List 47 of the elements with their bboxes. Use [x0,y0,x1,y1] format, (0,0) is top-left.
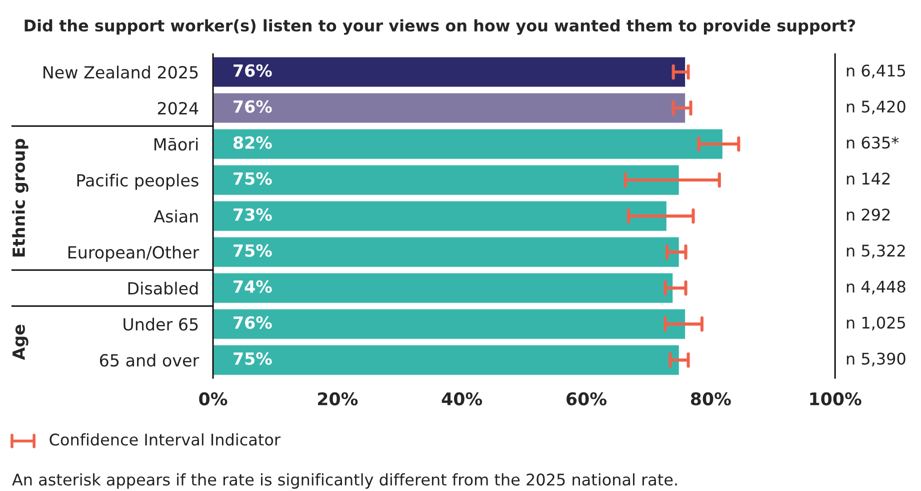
data-label: 73% [234,208,272,221]
bar [213,272,674,304]
x-tick-label: 100% [810,392,862,406]
bar [213,128,724,160]
text: n 5,390 [846,352,906,366]
data-label: 82% [233,136,272,149]
text: Confidence Interval Indicator [50,433,281,446]
data-label: 76% [234,100,272,113]
text: Ethnic group [12,138,28,256]
text: n 6,415 [846,64,906,78]
text: n 5,420 [846,100,906,114]
bar [213,308,686,340]
text: n 5,322 [846,244,905,258]
chart-title: Did the support worker(s) listen to your views on how you wanted them to provide support? [24,19,856,35]
bar [213,164,680,196]
data-label: 76% [234,64,272,77]
x-tick-label: 40% [442,392,482,406]
text: n 635* [846,136,899,149]
data-label: 75% [234,352,272,365]
bar [213,56,686,88]
x-tick-label: 0% [199,392,228,406]
y-tick-label: Pacific peoples [77,174,198,190]
text: n 1,025 [846,316,906,330]
text: An asterisk appears if the rate is significantly different from the 2025 national rate. [12,473,677,489]
text: n 142 [846,172,890,184]
y-tick-label: European/Other [68,246,200,262]
y-tick-label: Disabled [128,282,198,295]
bar [213,236,680,268]
text: n 292 [846,208,890,221]
x-tick-label: 60% [566,392,606,406]
data-label: 75% [234,244,272,257]
y-tick-label: Under 65 [124,318,198,331]
bar [213,92,686,124]
y-tick-label: Māori [154,138,198,151]
y-tick-label: New Zealand 2025 [44,66,198,79]
data-label: 75% [234,172,272,185]
y-tick-label: 2024 [158,102,198,115]
data-label: 76% [234,316,272,329]
x-tick-label: 20% [318,392,358,406]
bar [213,200,668,232]
y-tick-label: 65 and over [100,354,200,367]
bar [213,344,680,376]
data-label: 74% [234,280,272,293]
y-tick-label: Asian [154,210,198,223]
text: n 4,448 [846,280,906,294]
x-tick-label: 80% [690,392,731,406]
text: Age [12,324,28,360]
